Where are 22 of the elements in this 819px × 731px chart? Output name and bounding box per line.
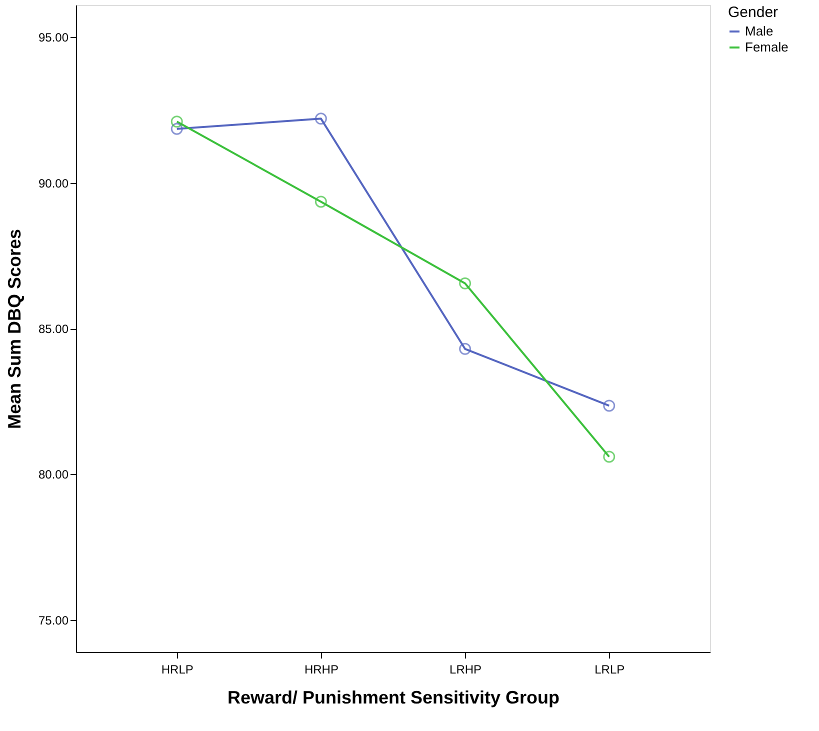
point (459, 277, 472, 290)
y-tick-label: 90.00 (38, 176, 69, 190)
x-tick-label: HRHP (304, 662, 338, 676)
point (170, 116, 183, 128)
point (170, 122, 183, 135)
legend-title: Gender (728, 4, 778, 21)
y-axis-title: Mean Sum DBQ Scores (4, 228, 24, 430)
x-tick-label: LRHP (450, 662, 482, 676)
x-tick-label: LRLP (594, 662, 625, 676)
y-tick-label: 75.00 (38, 613, 69, 628)
y-tick-label: 80.00 (38, 468, 69, 482)
x-tick-label: HRLP (161, 662, 194, 676)
legend-label: Female (745, 40, 788, 54)
point (314, 112, 327, 125)
x-axis-title: Reward/ Punishment Sensitivity Group (227, 688, 560, 708)
point (459, 342, 472, 355)
legend-label: Male (745, 24, 774, 38)
point (314, 196, 327, 208)
point (603, 450, 616, 463)
y-tick-label: 95.00 (38, 30, 69, 45)
point (603, 400, 616, 412)
y-tick-label: 85.00 (38, 322, 69, 336)
